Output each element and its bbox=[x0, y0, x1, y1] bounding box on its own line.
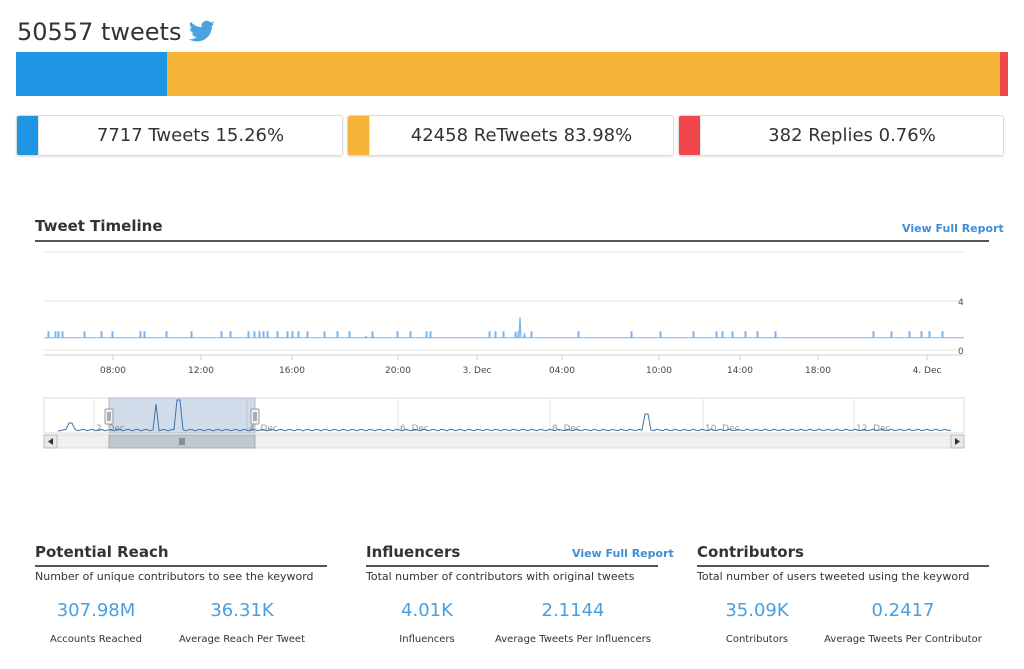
x-tick-label: 10:00 bbox=[646, 366, 672, 376]
scrollbar-right-arrow-icon bbox=[955, 438, 960, 445]
navigator-tick-label: 4. Dec bbox=[249, 424, 278, 434]
influencers-value: 4.01K bbox=[401, 600, 453, 621]
navigator-tick-label: 8. Dec bbox=[552, 424, 581, 434]
accounts-reached-label: Accounts Reached bbox=[50, 634, 142, 645]
retweets-color-swatch bbox=[348, 116, 370, 155]
navigator-selection-window bbox=[108, 397, 256, 434]
influencers-title: Influencers bbox=[366, 543, 461, 561]
replies-stat-text: 382 Replies 0.76% bbox=[768, 125, 936, 146]
avg-reach-per-tweet-label: Average Reach Per Tweet bbox=[178, 634, 305, 645]
potential-reach-title: Potential Reach bbox=[35, 543, 169, 561]
x-tick-label: 18:00 bbox=[805, 366, 831, 376]
contributors-divider bbox=[697, 565, 989, 567]
influencers-label: Influencers bbox=[399, 634, 455, 645]
replies-stat-card[interactable]: 382 Replies 0.76% bbox=[678, 115, 1004, 156]
x-tick-label: 20:00 bbox=[385, 366, 411, 376]
x-tick-label: 12:00 bbox=[188, 366, 214, 376]
avg-tweets-per-influencer-label: Average Tweets Per Influencers bbox=[495, 634, 651, 645]
timeline-series-line bbox=[44, 331, 964, 339]
y-tick-label: 0 bbox=[958, 347, 964, 357]
retweets-segment bbox=[167, 52, 1001, 96]
potential-reach-description: Number of unique contributors to see the… bbox=[35, 570, 314, 583]
retweets-stat-text: 42458 ReTweets 83.98% bbox=[410, 125, 633, 146]
timeline-title: Tweet Timeline bbox=[35, 217, 163, 235]
timeline-divider bbox=[35, 240, 989, 242]
timeline-spike bbox=[364, 335, 368, 339]
replies-color-swatch bbox=[679, 116, 701, 155]
avg-reach-per-tweet-value: 36.31K bbox=[210, 600, 274, 621]
y-tick-label: 4 bbox=[958, 298, 964, 308]
retweets-stat-card[interactable]: 42458 ReTweets 83.98% bbox=[347, 115, 674, 156]
timeline-spike bbox=[371, 333, 375, 338]
x-tick-label: 08:00 bbox=[100, 366, 126, 376]
navigator-series-line bbox=[57, 399, 952, 432]
x-tick-label: 16:00 bbox=[279, 366, 305, 376]
avg-tweets-per-influencer-value: 2.1144 bbox=[541, 600, 605, 621]
x-tick-label: 04:00 bbox=[549, 366, 575, 376]
x-tick-label: 3. Dec bbox=[463, 366, 492, 376]
tweets-stat-card[interactable]: 7717 Tweets 15.26% bbox=[16, 115, 343, 156]
timeline-main-plot: 4 0 08:00 12:00 16:00 20:00 3. Dec 04:00 10:00 14… bbox=[44, 251, 964, 376]
tweet-type-split-bar bbox=[16, 52, 1008, 96]
navigator-background bbox=[43, 397, 965, 434]
timeline-spike bbox=[522, 331, 526, 338]
contributors-description: Total number of users tweeted using the … bbox=[697, 570, 970, 583]
contributors-title: Contributors bbox=[697, 543, 804, 561]
influencers-view-full-report-link[interactable]: View Full Report bbox=[572, 547, 674, 560]
twitter-bird-icon bbox=[189, 20, 216, 42]
potential-reach-divider bbox=[35, 565, 327, 567]
avg-tweets-per-contributor-value: 0.2417 bbox=[871, 600, 935, 621]
timeline-spike bbox=[518, 316, 522, 338]
contributors-value: 35.09K bbox=[725, 600, 789, 621]
contributors-label: Contributors bbox=[725, 634, 789, 645]
scrollbar-left-arrow-icon bbox=[48, 438, 53, 445]
timeline-view-full-report-link[interactable]: View Full Report bbox=[902, 222, 1004, 235]
tweets-color-swatch bbox=[17, 116, 39, 155]
tweets-stat-text: 7717 Tweets 15.26% bbox=[96, 125, 285, 146]
header: 50557 tweets bbox=[17, 14, 217, 50]
navigator-handle bbox=[250, 408, 260, 425]
total-tweets-count: 50557 tweets bbox=[17, 18, 182, 46]
x-tick-label: 4. Dec bbox=[913, 366, 942, 376]
influencers-description: Total number of contributors with origin… bbox=[366, 570, 635, 583]
tweets-segment bbox=[16, 52, 168, 96]
influencers-divider bbox=[366, 565, 658, 567]
replies-segment bbox=[1000, 52, 1008, 96]
accounts-reached-value: 307.98M bbox=[56, 600, 136, 621]
x-tick-label: 14:00 bbox=[727, 366, 753, 376]
navigator-handle bbox=[104, 408, 114, 425]
timeline-spike bbox=[514, 331, 518, 338]
navigator-tick-label: 10. Dec bbox=[705, 424, 740, 434]
avg-tweets-per-contributor-label: Average Tweets Per Contributor bbox=[824, 634, 982, 645]
